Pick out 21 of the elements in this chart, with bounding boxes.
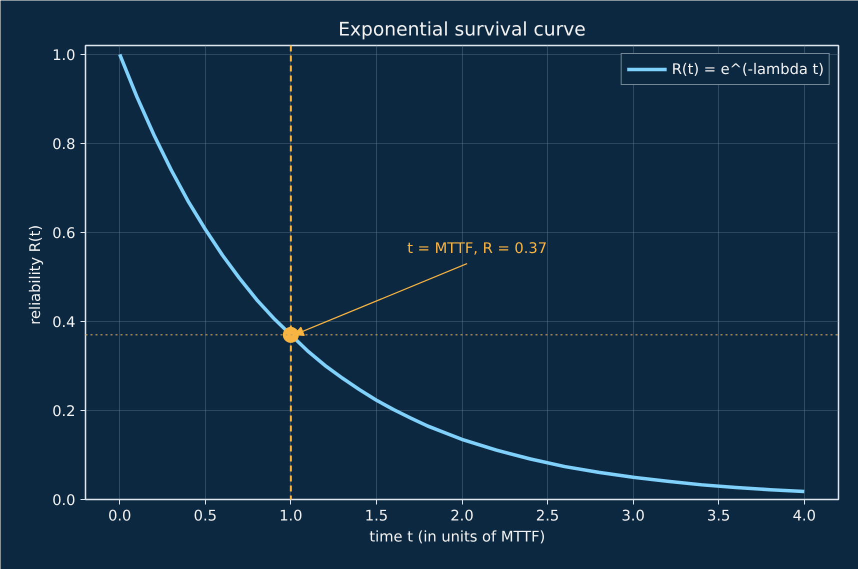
x-tick-label: 2.5 — [536, 508, 560, 524]
line-series — [118, 52, 806, 494]
y-tick-label: 0.2 — [52, 402, 76, 420]
annotation: t = MTTF, R = 0.37 — [407, 240, 548, 257]
x-tick-label: 0.5 — [194, 508, 217, 524]
x-tick-label: 3.0 — [621, 508, 645, 524]
chart-title: Exponential survival curve — [338, 20, 586, 40]
y-tick-label: 0.6 — [52, 224, 76, 242]
y-axis-title: reliability R(t) — [27, 224, 44, 325]
y-tick-label: 0.0 — [52, 492, 76, 509]
x-tick-label: 2.0 — [450, 508, 474, 524]
x-tick-label: 3.5 — [707, 508, 730, 524]
y-tick-label: 0.4 — [52, 314, 76, 331]
y-tick-label: 0.8 — [52, 136, 76, 153]
x-axis-title: time t (in units of MTTF) — [369, 528, 546, 546]
x-tick-label: 4.0 — [792, 508, 816, 524]
x-tick-label: 1.0 — [279, 508, 303, 524]
x-tick-label: 1.5 — [364, 508, 388, 524]
x-tick-label: 0.0 — [108, 508, 132, 524]
legend-label: R(t) = e^(-lambda t) — [672, 60, 824, 78]
y-tick-label: 1.0 — [52, 46, 76, 64]
